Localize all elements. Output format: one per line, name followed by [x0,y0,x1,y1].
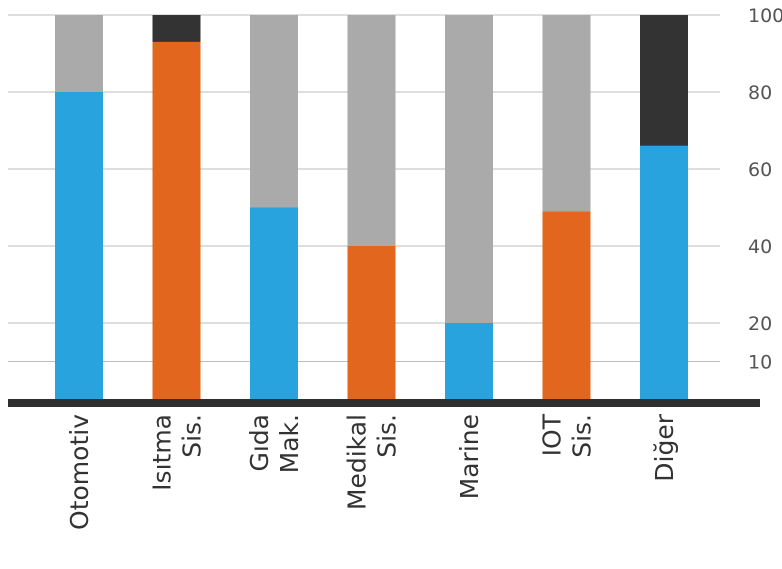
category-label-3-line-2: Mak. [275,414,304,473]
bar-value-6 [542,211,591,400]
y-tick-label-100: 100 [748,5,782,27]
y-tick-label-40: 40 [748,236,772,258]
bar-rest-3 [250,15,298,208]
x-axis-baseline [8,399,760,407]
category-label-1: Otomotiv [65,414,94,530]
bar-value-2 [152,41,201,400]
bar-rest-2 [152,15,201,42]
bar-value-1 [55,92,103,400]
bar-value-4 [347,246,396,400]
category-labels: Otomotiv Isıtma Sis. Gıda Mak. Medikal Sis. Mar… [65,413,679,530]
bars [55,15,688,400]
category-label-4-line-2: Sis. [373,414,402,458]
bar-value-3 [250,207,298,400]
category-label-7: Diğer [650,413,679,481]
bar-rest-7 [640,15,688,146]
bar-value-5 [445,323,493,400]
y-tick-label-60: 60 [748,159,772,181]
category-label-2-line-2: Sis. [178,414,207,458]
category-label-3-line-1: Gıda [245,414,274,472]
category-label-6-line-2: Sis. [568,414,597,458]
category-label-4-line-1: Medikal [343,414,372,510]
category-label-6-line-1: IOT [538,413,567,456]
bar-rest-5 [445,15,493,323]
category-label-2-line-1: Isıtma [148,414,177,491]
y-tick-label-80: 80 [748,82,772,104]
bar-rest-1 [55,15,103,92]
y-tick-label-10: 10 [748,352,772,374]
bar-rest-6 [542,15,591,212]
bar-value-7 [640,145,688,400]
category-label-5: Marine [455,414,484,499]
bar-rest-4 [347,15,396,246]
y-tick-label-20: 20 [748,313,772,335]
y-tick-labels: 10 20 40 60 80 100 [748,5,782,374]
